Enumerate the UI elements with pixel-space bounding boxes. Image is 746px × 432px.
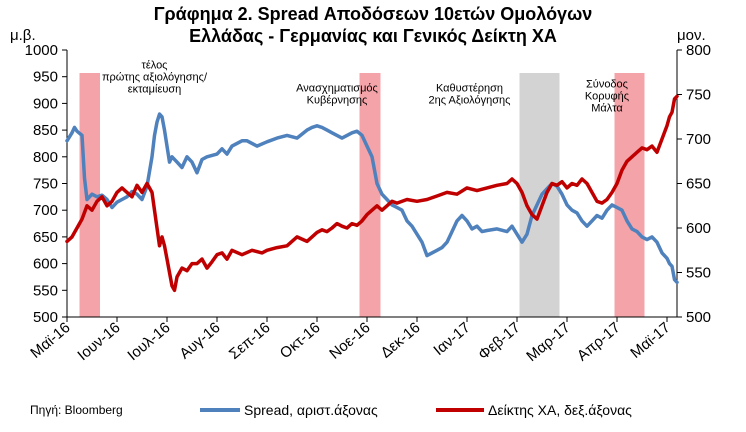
annotation-0-line-0: τέλος	[141, 60, 167, 72]
legend-label-index: Δείκτης ΧΑ, δεξ.άξονας	[488, 402, 632, 418]
left-tick-label-5: 750	[33, 176, 58, 193]
series-line-spread	[65, 112, 679, 285]
event-bands	[79, 73, 645, 317]
annotation-1-line-1: Κυβέρνησης	[307, 95, 368, 107]
left-tick-label-0: 500	[33, 309, 58, 326]
series-lines	[65, 94, 679, 293]
left-tick-label-8: 900	[33, 95, 58, 112]
annotation-0-line-2: εκταμίευση	[128, 84, 182, 96]
legend: Spread, αριστ.άξονας Δείκτης ΧΑ, δεξ.άξο…	[200, 402, 632, 418]
series-line-index	[65, 94, 679, 293]
left-tick-label-6: 800	[33, 149, 58, 166]
annotation-2-line-0: Καθυστέρηση	[436, 83, 503, 95]
left-axis: 500 550 600 650 700 750 800 850 900 950 1000	[25, 42, 68, 326]
annotation-3-line-0: Σύνοδος	[586, 78, 628, 90]
x-tick-label-1: Ιουν-16	[74, 319, 123, 364]
left-tick-label-4: 700	[33, 202, 58, 219]
left-tick-label-7: 850	[33, 122, 58, 139]
legend-label-spread: Spread, αριστ.άξονας	[244, 402, 378, 418]
right-axis-unit: μον.	[677, 27, 706, 44]
left-tick-label-10: 1000	[25, 42, 58, 59]
right-axis: 500 550 600 650 700 750 800	[676, 42, 711, 326]
annotation-3-line-1: Κορυφής	[585, 90, 629, 102]
left-tick-label-9: 950	[33, 69, 58, 86]
chart-title-line-1: Γράφημα 2. Spread Αποδόσεων 10ετών Ομολό…	[154, 4, 593, 24]
x-tick-label-5: Οκτ-16	[277, 319, 324, 362]
right-tick-label-6: 800	[686, 42, 711, 59]
left-tick-label-2: 600	[33, 256, 58, 273]
x-tick-label-11: Απρ-17	[574, 319, 624, 365]
x-tick-label-7: Δεκ-16	[377, 319, 423, 362]
right-tick-label-1: 550	[686, 265, 711, 282]
event-band-1	[359, 73, 381, 317]
source-note: Πηγή: Bloomberg	[30, 403, 123, 417]
right-tick-label-3: 650	[686, 176, 711, 193]
x-tick-label-6: Νοε-16	[326, 319, 373, 363]
right-tick-label-4: 700	[686, 131, 711, 148]
left-axis-unit: μ.β.	[10, 27, 36, 44]
x-axis: Μαϊ-16 Ιουν-16 Ιουλ-16 Αυγ-16 Σεπ-16 Οκτ-16 Νο…	[27, 316, 677, 365]
left-tick-label-3: 650	[33, 229, 58, 246]
chart-title-line-2: Ελλάδας - Γερμανίας και Γενικός Δείκτη Χ…	[189, 26, 557, 46]
left-tick-label-1: 550	[33, 282, 58, 299]
right-tick-label-0: 500	[686, 309, 711, 326]
x-tick-label-10: Μαρ-17	[523, 319, 573, 365]
x-tick-label-9: Φεβ-17	[475, 319, 523, 363]
right-tick-label-2: 600	[686, 220, 711, 237]
x-tick-label-3: Αυγ-16	[176, 319, 223, 362]
x-tick-label-8: Ιαν-17	[430, 319, 473, 359]
x-tick-label-4: Σεπ-16	[226, 319, 274, 363]
right-tick-label-5: 750	[686, 87, 711, 104]
annotation-3-line-2: Μάλτα	[591, 102, 623, 114]
annotation-1-line-0: Ανασχηματισμός	[296, 83, 378, 95]
event-band-3	[614, 73, 645, 317]
annotation-0-line-1: πρώτης αξιολόγησης/	[102, 72, 208, 84]
x-tick-label-12: Μαϊ-17	[627, 319, 673, 362]
event-band-2	[519, 73, 560, 317]
x-tick-label-2: Ιουλ-16	[124, 319, 173, 364]
annotation-2-line-1: 2ης Αξιολόγησης	[429, 95, 511, 107]
